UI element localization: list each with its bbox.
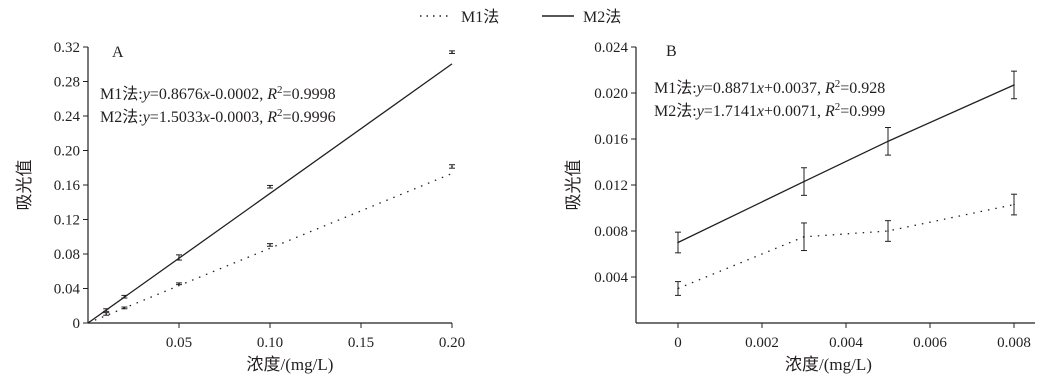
y-tick-label: 0.016 [594,132,628,148]
panel-label: B [666,43,677,60]
equation-slope: =0.8676 [150,86,203,103]
data-point [178,282,180,285]
data-point [887,230,889,232]
equation-prefix: M2法: [654,102,697,120]
equation-intercept: +0.0071, [764,103,825,120]
equation-var-y: y [695,80,705,97]
y-tick-label: 0.012 [594,178,628,194]
chart-panel-a: 0 0.04 0.08 0.12 0.16 0.20 0.24 0.28 0.32 0.05 0.1… [15,40,465,374]
series-line [87,172,453,324]
y-tick-label: 0.32 [54,40,80,56]
equation-var-x: x [202,109,210,126]
equation-r: R [266,86,277,103]
equation-text: M1法:y=0.8676x-0.0002, R2=0.9998 [100,84,336,103]
equation-r: R [266,109,277,126]
series-dotted [675,193,1017,296]
x-tick-label: 0 [674,335,682,351]
data-point [887,140,889,143]
equation-var-y: y [141,109,151,126]
equation-slope: =0.8871 [704,80,757,97]
legend: M1法 M2法 [420,8,621,26]
equation-sup: 2 [835,78,841,90]
data-point [1013,203,1015,206]
data-point [803,235,805,238]
equation-var-x: x [756,80,764,97]
panel-label: A [112,44,124,61]
equation-text: M2法:y=1.7141x+0.0071, R2=0.999 [654,101,885,120]
series-line [677,84,1015,244]
equation-var-x: x [202,86,210,103]
x-tick-label: 0.10 [257,335,283,351]
x-tick-label: 0.004 [829,335,863,351]
x-tick-label: 0.008 [997,335,1031,351]
x-tick-label: 0.002 [745,335,779,351]
series-solid [87,50,455,324]
y-tick-label: 0.004 [594,270,628,286]
series-line [87,63,453,324]
data-point [123,295,126,298]
legend-label: M1法 [461,8,499,26]
equation-var-x: x [756,103,764,120]
y-tick-label: 0.28 [54,75,80,91]
series-solid [675,70,1017,254]
chart-panel-b: 0.004 0.008 0.012 0.016 0.020 0.024 0 0.002 0.00… [564,40,1035,374]
equation-intercept: +0.0037, [764,80,825,97]
equation-prefix: M2法: [100,108,143,126]
equation-var-y: y [695,103,705,120]
x-axis-label: 浓度/(mg/L) [785,355,872,374]
data-point [677,241,679,244]
equation-sup: 2 [277,107,283,119]
equation-var-y: y [141,86,151,103]
y-tick-label: 0.24 [54,109,81,125]
data-point [1013,84,1015,86]
data-point [451,51,453,53]
equation-r-value: =0.928 [840,80,885,97]
y-tick-label: 0.08 [54,247,80,263]
equation-r-value: =0.9998 [283,86,336,103]
equation-sup: 2 [277,84,283,96]
equation-sup: 2 [835,101,841,113]
equation-slope: =1.5033 [150,109,203,126]
equation-text: M1法:y=0.8871x+0.0037, R2=0.928 [654,78,885,97]
equation-prefix: M1法: [100,85,143,103]
equation-r-value: =0.999 [840,103,885,120]
y-tick-label: 0.04 [54,282,81,298]
data-point [269,244,271,246]
equation-intercept: -0.0003, [210,109,267,126]
y-tick-label: 0.16 [54,178,81,194]
data-point [105,309,107,311]
y-tick-label: 0.20 [54,144,80,160]
data-point [178,256,180,259]
series-line [677,203,1015,290]
y-tick-label: 0.024 [594,40,628,56]
series-dotted [87,164,455,324]
y-axis-label: 吸光值 [15,160,34,211]
data-point [451,165,453,168]
data-point [803,180,805,183]
equation-text: M2法:y=1.5033x-0.0003, R2=0.9996 [100,107,336,126]
equation-r: R [824,103,835,120]
y-axis-label: 吸光值 [564,160,583,211]
y-tick-label: 0 [73,316,81,332]
equation-slope: =1.7141 [704,103,757,120]
legend-label: M2法 [583,8,621,26]
x-tick-label: 0.15 [348,335,374,351]
data-point [677,287,679,290]
x-tick-label: 0.006 [913,335,947,351]
y-tick-label: 0.12 [54,213,80,229]
equation-prefix: M1法: [654,79,697,97]
y-tick-label: 0.020 [594,86,628,102]
data-point [269,185,271,188]
x-tick-label: 0.20 [439,335,465,351]
equation-intercept: -0.0002, [210,86,267,103]
x-axis-label: 浓度/(mg/L) [247,355,334,374]
equation-r-value: =0.9996 [283,109,336,126]
data-point [123,307,126,309]
y-tick-label: 0.008 [594,224,628,240]
equation-r: R [824,80,835,97]
data-point [105,313,107,315]
x-tick-label: 0.05 [166,335,192,351]
